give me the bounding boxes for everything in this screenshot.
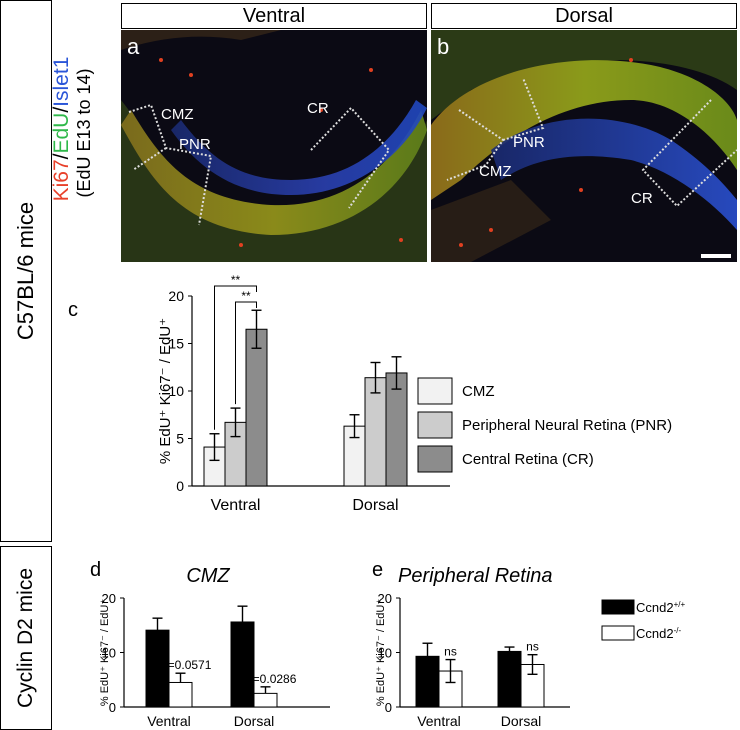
chart-d-bar-1-0 <box>230 621 255 708</box>
chart-c-sig-bracket-1 <box>235 301 257 405</box>
chart-c-legend-swatch-2 <box>417 445 453 473</box>
chart-c-legend-label-0: CMZ <box>462 383 495 400</box>
chart-d-ytick-label-1: 10 <box>102 646 116 661</box>
side-box-c57 <box>0 0 52 542</box>
micrograph-dorsal: b PNR CMZ CR <box>431 30 737 262</box>
chart-c-bar-1-1 <box>364 377 387 487</box>
chart-c-ytick-label-0: 0 <box>176 478 184 494</box>
chart-d: d CMZ 0 10 20% EdU⁺ Ki67⁻ / EdU⁺ Ventral Dorsa… <box>90 559 330 729</box>
scale-bar <box>701 254 731 258</box>
chart-e-ytick-label-0: 0 <box>385 700 392 715</box>
chart-e-ylabel: % EdU⁺ Ki67⁻ / EdU⁺ <box>375 599 387 706</box>
chart-d-title: CMZ <box>186 565 230 587</box>
region-label-cmz-b: CMZ <box>479 163 512 180</box>
chart-c-xtick-label-1: Dorsal <box>352 497 398 514</box>
chart-e-xtick-label-1: Dorsal <box>501 713 541 729</box>
chart-c-sig-bracket-0 <box>214 285 257 430</box>
chart-d-annotation-0: p=0.0571 <box>161 658 212 672</box>
chart-c-ytick-label-4: 20 <box>168 288 184 304</box>
side-label-c57: C57BL/6 mice <box>13 201 38 341</box>
chart-c-sig-label-0: ** <box>231 273 241 287</box>
legend-de-swatch-0 <box>601 599 635 615</box>
region-label-cr-a: CR <box>307 100 329 117</box>
stain-ki67: Ki67 <box>50 159 73 202</box>
chart-d-xtick-label-0: Ventral <box>147 713 191 729</box>
chart-c-sig-label-1: ** <box>241 289 251 303</box>
edu-window-label: (EdU E13 to 14) <box>74 68 94 198</box>
chart-c-ylabel: % EdU⁺ Ki67⁻ / EdU⁺ <box>157 318 174 464</box>
stain-slash-1: / <box>50 153 73 160</box>
chart-c-legend-swatch-0 <box>417 377 453 405</box>
side-label-cyclin: Cyclin D2 mice <box>14 567 37 709</box>
chart-c-bar-0-2 <box>245 328 268 487</box>
region-label-pnr-a: PNR <box>179 136 211 153</box>
region-label-pnr-b: PNR <box>513 134 545 151</box>
header-ventral: Ventral <box>121 3 427 29</box>
chart-d-ylabel: % EdU⁺ Ki67⁻ / EdU⁺ <box>99 599 111 706</box>
micrograph-dorsal-svg <box>431 30 737 262</box>
chart-e-ytick-label-2: 20 <box>378 591 392 606</box>
panel-letter-b: b <box>437 34 450 59</box>
chart-e-annotation-1: ns <box>526 640 539 654</box>
stain-slash-2: / <box>50 106 73 113</box>
chart-c-ytick-label-1: 5 <box>176 431 184 447</box>
chart-e: e Peripheral Retina 0 10 20% EdU⁺ Ki67⁻ / Ed… <box>372 559 685 729</box>
legend-de-sup-1: -/- <box>674 626 682 635</box>
header-dorsal: Dorsal <box>431 3 737 29</box>
chart-c: c 0 5 10 15 20 % EdU⁺ Ki67⁻ / EdU⁺ Ventral Dors… <box>68 273 672 514</box>
chart-c-ytick-label-3: 15 <box>168 336 184 352</box>
chart-d-ytick-label-2: 20 <box>102 591 116 606</box>
chart-c-legend-label-2: Central Retina (CR) <box>462 451 594 468</box>
panel-letter-d: d <box>90 559 101 581</box>
chart-e-ytick-label-1: 10 <box>378 646 392 661</box>
chart-d-bar-0-0 <box>145 629 170 708</box>
chart-c-legend-swatch-1 <box>417 411 453 439</box>
chart-d-bar-0-1 <box>168 681 193 708</box>
chart-c-ytick-label-2: 10 <box>168 383 184 399</box>
panel-letter-c: c <box>68 299 78 321</box>
chart-c-legend-label-1: Peripheral Neural Retina (PNR) <box>462 417 672 434</box>
legend-de-label-0: Ccnd2+/+ <box>636 600 685 615</box>
chart-c-bar-1-2 <box>385 372 408 487</box>
panel-letter-e: e <box>372 559 383 581</box>
chart-c-xtick-label-0: Ventral <box>211 497 261 514</box>
chart-d-ytick-label-0: 0 <box>109 700 116 715</box>
side-box-cyclin <box>0 546 52 730</box>
chart-e-bar-1-0 <box>497 650 522 708</box>
chart-e-title: Peripheral Retina <box>398 565 553 587</box>
chart-d-bar-1-1 <box>253 692 278 708</box>
chart-d-xtick-label-1: Dorsal <box>234 713 274 729</box>
legend-de-label-1: Ccnd2-/- <box>636 626 681 641</box>
micrograph-ventral: a CMZ PNR CR <box>121 30 427 262</box>
legend-de-swatch-1 <box>601 625 635 641</box>
chart-d-annotation-1: p=0.0286 <box>246 672 297 686</box>
chart-e-annotation-0: ns <box>444 645 457 659</box>
legend-de-sup-0: +/+ <box>674 600 686 609</box>
micrograph-ventral-svg <box>121 30 427 262</box>
panel-letter-a: a <box>127 34 140 59</box>
stain-edu: EdU <box>50 112 73 154</box>
region-label-cmz-a: CMZ <box>161 106 194 123</box>
chart-e-xtick-label-0: Ventral <box>417 713 461 729</box>
region-label-cr-b: CR <box>631 190 653 207</box>
stain-islet1: Islet1 <box>50 56 73 107</box>
